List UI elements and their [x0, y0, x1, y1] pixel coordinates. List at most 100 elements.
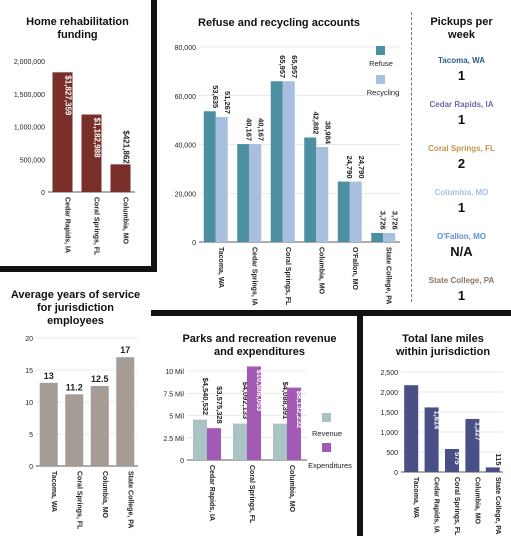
bar-refuse-refuse-3: [304, 137, 317, 242]
chart-title-rehab: Home rehabilitation funding: [26, 16, 129, 41]
legend-swatch-revenue: [322, 413, 331, 422]
pickup-city-2: Coral Springs, FL: [428, 144, 495, 153]
legend-label-expenditures: Expenditures: [308, 461, 352, 470]
bar-rehab-0: [52, 72, 73, 192]
pickup-value-4: N/A: [450, 244, 473, 259]
category-label: State College, PA: [494, 477, 501, 534]
panel-home-rehab: Home rehabilitation funding 0 500,000 1,00…: [0, 0, 151, 266]
legend-swatch-expenditures: [322, 443, 331, 452]
category-label: Coral Springs, FL: [453, 477, 460, 536]
y-tick-label: 40,000: [175, 143, 197, 150]
bar-parks-expenditures-1: [247, 366, 261, 460]
bar-service-3: [116, 357, 135, 466]
chart-title-refuse: Refuse and recycling accounts: [198, 17, 360, 29]
panel-service-years: Average years of service for jurisdictio…: [0, 272, 151, 536]
category-label: Columbia, MO: [122, 197, 129, 245]
data-label: 40,167: [244, 118, 253, 141]
bar-service-0: [39, 382, 58, 466]
y-tick-label: 500,000: [20, 157, 45, 164]
category-label: O'Fallon, MO: [351, 247, 358, 290]
data-label: $1,182,988: [93, 118, 102, 159]
y-tick-label: 1,500: [380, 410, 398, 417]
y-tick-label: 0: [180, 458, 184, 465]
data-label: 38,984: [323, 121, 332, 145]
y-tick-label: 0: [192, 240, 196, 247]
category-label: Cedar Springs, IA: [250, 247, 257, 306]
y-tick-label: 10: [25, 400, 33, 407]
divider-middle-horizontal: [151, 310, 511, 316]
bar-lanes-4: [485, 467, 500, 472]
bar-refuse-refuse-1: [237, 144, 250, 242]
data-label: 17: [120, 345, 130, 355]
data-label: $3,575,328: [215, 386, 224, 424]
y-tick-label: 15: [25, 368, 33, 375]
pickup-city-5: State College, PA: [428, 276, 495, 285]
pickup-city-1: Cedar Rapids, IA: [429, 100, 494, 109]
data-label: 3,726: [378, 211, 387, 230]
panel-parks: Parks and recreation revenue and expendi…: [157, 316, 357, 536]
chart-service: 0 5 10 15 20 13 Tacoma, WA 11.2 Coral Springs, F…: [25, 336, 138, 530]
category-label: State College, PA: [384, 247, 391, 304]
pickup-city-0: Tacoma, WA: [438, 56, 485, 65]
bar-parks-expenditures-2: [287, 387, 301, 460]
data-label: 53,635: [211, 85, 220, 108]
y-tick-label: 60,000: [175, 94, 197, 101]
legend-swatch-refuse: [376, 46, 385, 55]
data-label: 51,267: [223, 91, 232, 114]
data-label: 42,882: [311, 111, 320, 134]
y-tick-label: 20,000: [175, 191, 197, 198]
y-tick-label: 20: [25, 336, 33, 343]
category-label: Cedar Rapids, IA: [433, 477, 440, 533]
data-label: 13: [44, 371, 54, 381]
y-tick-label: 1,000: [380, 430, 398, 437]
pickup-value-5: 1: [457, 288, 466, 303]
pickup-value-3: 1: [457, 200, 466, 215]
panel-lane-miles: Total lane miles within jurisdiction 0 50…: [363, 316, 511, 536]
bar-refuse-refuse-2: [270, 81, 283, 242]
category-label: Tacoma, WA: [412, 477, 419, 518]
data-label: 24,790: [357, 156, 366, 179]
bar-parks-revenue-1: [233, 423, 247, 460]
data-label: 575: [453, 452, 462, 465]
chart-title-lanes: Total lane miles within jurisdiction: [395, 333, 491, 358]
category-label: State College, PA: [126, 471, 133, 528]
data-label: $10,508,053: [255, 369, 264, 411]
bar-parks-revenue-2: [273, 423, 287, 460]
y-tick-label: 1,000,000: [14, 125, 45, 132]
y-tick-label: 2,000,000: [14, 59, 45, 66]
y-tick-label: 5: [29, 432, 33, 439]
bar-parks-revenue-0: [193, 419, 207, 460]
data-label: 1,327: [473, 422, 482, 441]
divider-bottom-middle: [357, 310, 363, 536]
divider-rehab-right: [151, 0, 157, 272]
data-label: 40,167: [256, 118, 265, 141]
data-label: $4,540,532: [201, 378, 210, 416]
data-label: $421,862: [122, 130, 131, 164]
category-label: Cedar Rapids, IA: [64, 197, 71, 253]
pickup-city-3: Columbia, MO: [434, 188, 489, 197]
panel-refuse-recycling: Refuse and recycling accounts 0 20,000 40,…: [157, 0, 411, 310]
data-label: 24,790: [345, 156, 354, 179]
legend-label-refuse: Refuse: [369, 59, 393, 68]
pickup-value-1: 1: [457, 112, 466, 127]
bar-refuse-refuse-5: [371, 232, 384, 242]
bar-lanes-1: [424, 407, 439, 472]
category-label: Coral Springs, FL: [75, 471, 82, 530]
category-label: Coral Springs, FL: [284, 247, 291, 306]
data-label: $4,088,391: [281, 382, 290, 420]
y-tick-label: 5 Mil: [169, 414, 184, 421]
category-label: Columbia, MO: [101, 471, 108, 519]
bar-lanes-2: [445, 449, 459, 472]
pickup-value-2: 2: [457, 156, 466, 171]
data-label: $4,092,133: [241, 382, 250, 420]
pickup-city-4: O'Fallon, MO: [436, 232, 486, 241]
category-label: Cedar Rapids, IA: [208, 465, 215, 521]
bar-refuse-refuse-0: [203, 111, 216, 243]
panel-pickups: Pickups per week Tacoma, WA 1 Cedar Rapids…: [412, 0, 511, 310]
data-label: 115: [494, 453, 503, 465]
legend-label-revenue: Revenue: [312, 429, 342, 438]
data-label: $8,132,232: [295, 391, 304, 429]
chart-refuse: 0 20,000 40,000 60,000 80,000 53,635 51,267 Tac…: [175, 45, 400, 306]
bar-parks-expenditures-0: [207, 428, 221, 460]
bar-service-2: [90, 386, 109, 466]
